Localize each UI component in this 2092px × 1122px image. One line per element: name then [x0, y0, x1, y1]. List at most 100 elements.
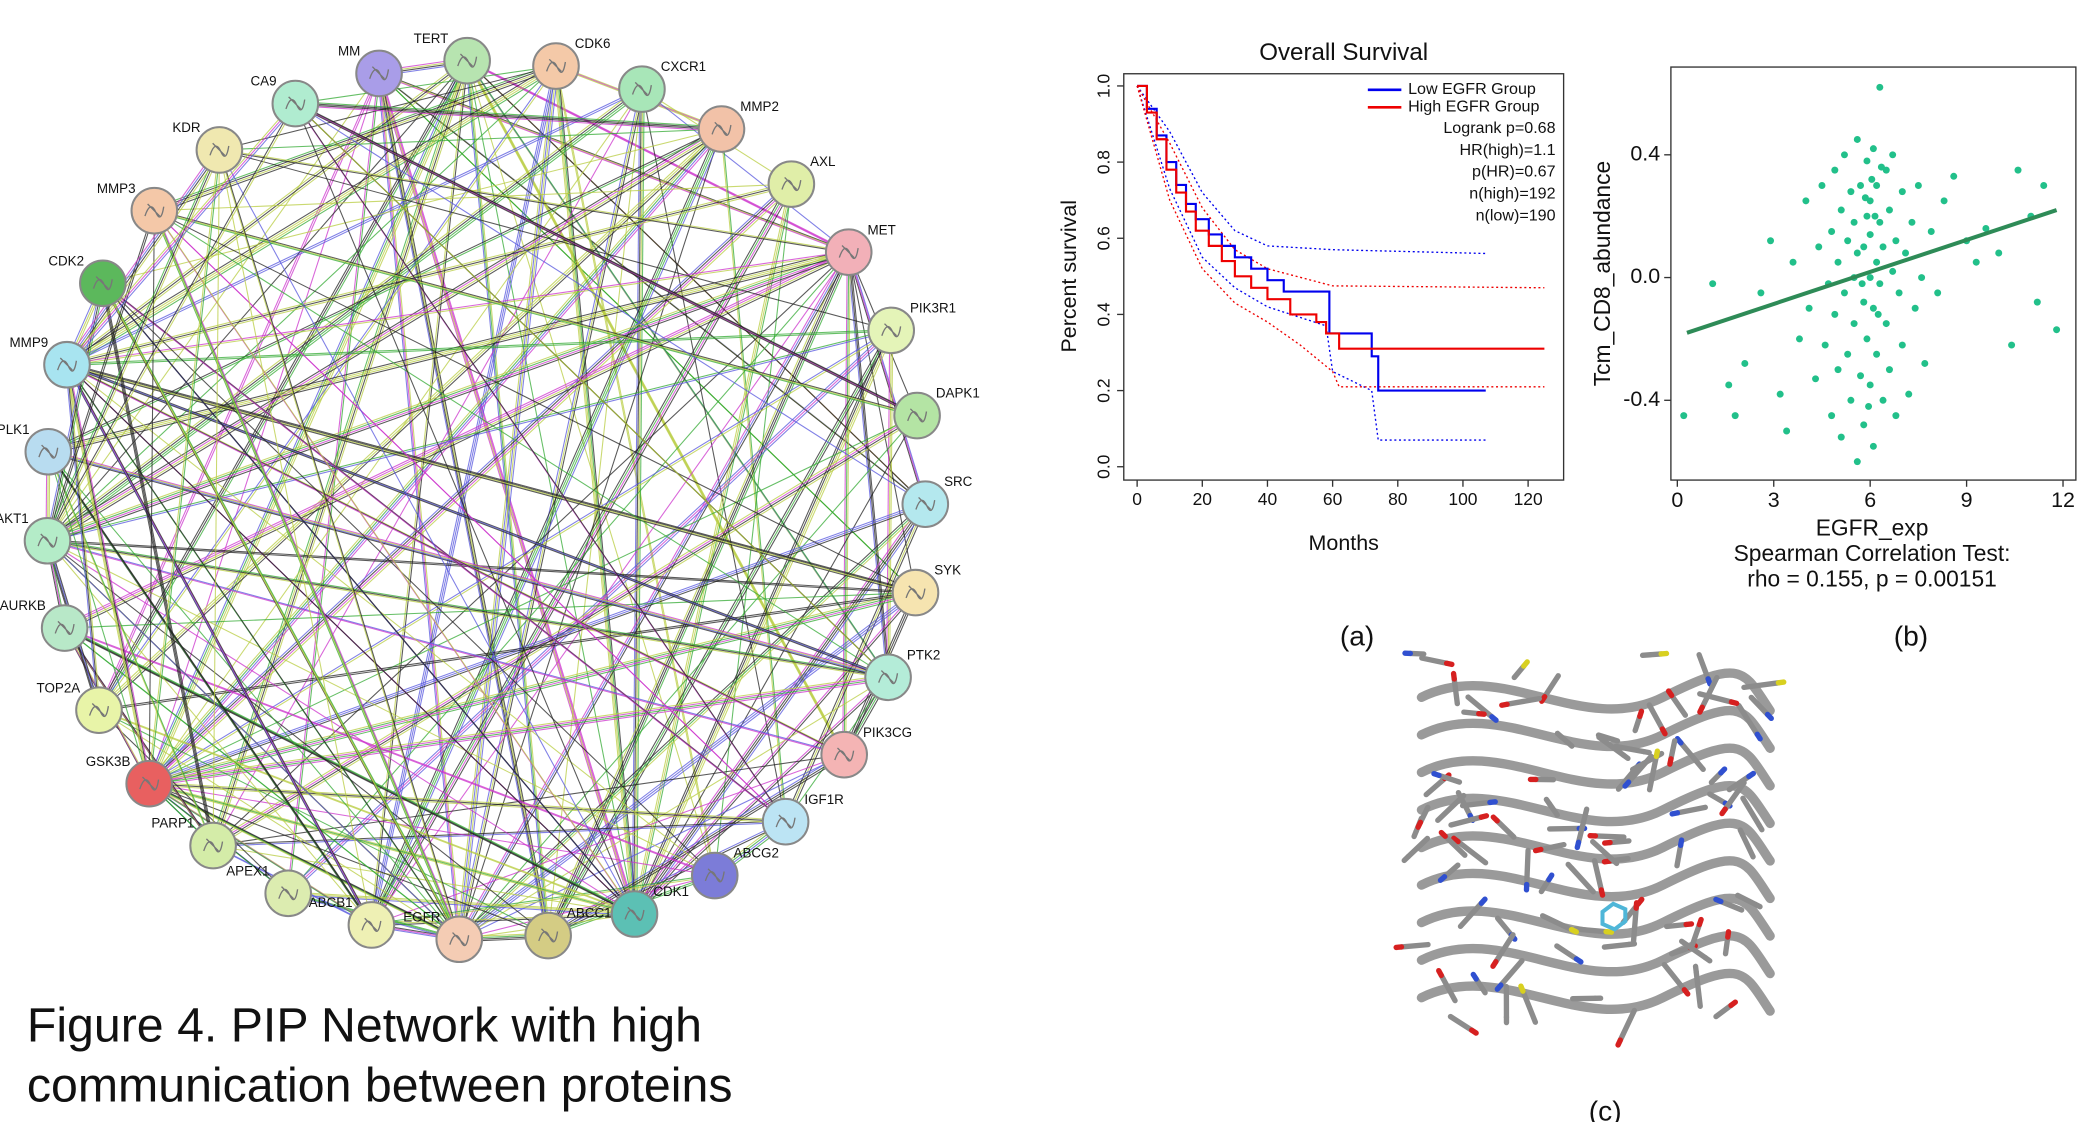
point: [1850, 320, 1858, 328]
edge: [296, 103, 723, 131]
node-icon: [38, 444, 59, 459]
point: [1911, 304, 1919, 312]
point: [1812, 375, 1820, 383]
edge: [379, 74, 550, 937]
x-axis-label: Months: [1309, 531, 1379, 555]
point: [1767, 237, 1775, 245]
node-icon: [545, 58, 567, 73]
ribbon: [1416, 968, 1775, 1016]
legend-label: Low EGFR Group: [1408, 80, 1536, 98]
point: [1921, 359, 1929, 367]
point: [1861, 194, 1869, 202]
side-chain: [1459, 799, 1493, 809]
annotation: rho = 0.155, p = 0.00151: [1747, 566, 1997, 592]
point: [1877, 163, 1885, 171]
edge: [47, 540, 715, 877]
edge: [48, 330, 893, 542]
side-chain: [1601, 941, 1632, 950]
point: [1876, 280, 1884, 288]
edge: [68, 67, 559, 368]
edge: [631, 501, 924, 913]
side-chain: [1494, 915, 1515, 938]
edge: [154, 210, 916, 594]
edge: [219, 128, 722, 151]
atom-tip: [1775, 679, 1787, 686]
side-chain: [1646, 753, 1659, 793]
edge: [67, 365, 461, 941]
edge: [154, 211, 636, 916]
point: [1783, 427, 1791, 435]
edge: [368, 126, 720, 923]
edge: [219, 149, 892, 331]
edge: [294, 103, 636, 915]
node-icon: [775, 814, 796, 829]
side-chain: [1417, 804, 1431, 826]
edge: [297, 105, 920, 419]
edge: [65, 628, 461, 941]
point: [1882, 320, 1890, 328]
edge: [47, 450, 888, 678]
side-chain: [1405, 835, 1431, 860]
edge: [149, 184, 793, 785]
point: [1847, 396, 1855, 404]
side-chain: [1457, 900, 1485, 930]
atom-tip: [1490, 959, 1499, 969]
edge: [219, 150, 461, 941]
point: [1876, 83, 1884, 91]
edge: [148, 73, 380, 784]
edge: [63, 626, 635, 914]
edge: [62, 625, 633, 913]
edge: [148, 183, 791, 784]
node-icon: [369, 66, 390, 81]
ribbon: [1416, 706, 1775, 753]
edge: [887, 330, 892, 678]
atom-tip: [1728, 699, 1740, 707]
side-chain: [1441, 862, 1461, 880]
node-label: ABCC1: [567, 906, 612, 921]
chart-title: Overall Survival: [1259, 39, 1428, 66]
side-chain: [1617, 1007, 1638, 1043]
edge: [468, 61, 891, 680]
edge: [67, 150, 221, 366]
edge: [152, 208, 916, 415]
edge: [67, 330, 892, 367]
atom-tip: [1438, 829, 1448, 839]
node-icon: [457, 53, 478, 68]
edge: [548, 252, 850, 937]
atom-tip: [1476, 710, 1487, 717]
node-label: CDK2: [48, 253, 84, 268]
edge: [65, 363, 372, 925]
point: [1863, 157, 1871, 165]
x-tick-label: 12: [2051, 488, 2075, 512]
edge: [371, 129, 723, 926]
edge: [154, 210, 918, 417]
point: [1805, 304, 1813, 312]
ribbon: [1416, 856, 1775, 904]
node-icon: [361, 917, 382, 932]
survival-line: [1137, 84, 1486, 392]
side-chain: [1504, 695, 1542, 707]
edge: [67, 366, 101, 712]
edge: [634, 330, 893, 915]
ribbon: [1416, 818, 1775, 866]
point: [1857, 182, 1865, 189]
point: [1828, 228, 1836, 236]
point: [1834, 258, 1842, 266]
point: [1918, 274, 1926, 282]
edge: [212, 820, 785, 846]
atom-tip: [1677, 837, 1685, 849]
side-chain: [1734, 892, 1758, 907]
point: [1869, 145, 1877, 153]
atom-tip: [1436, 967, 1444, 979]
atom-tip: [1489, 714, 1499, 723]
atom-tip: [1546, 872, 1555, 883]
edge: [66, 364, 716, 876]
edge: [98, 591, 915, 710]
side-chain: [1713, 1002, 1734, 1020]
node-icon: [203, 838, 224, 853]
atom-tip: [1674, 736, 1684, 746]
edge: [641, 89, 787, 822]
atom-tip: [1764, 711, 1774, 722]
x-tick-label: 60: [1323, 489, 1343, 509]
edge: [212, 149, 220, 846]
